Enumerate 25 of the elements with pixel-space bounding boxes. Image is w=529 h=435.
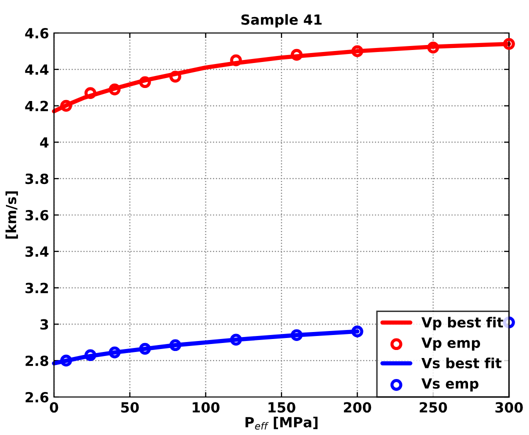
x-axis-title: P$_{eff}$ [MPa]	[246, 416, 318, 430]
y-axis-title: [km/s]	[6, 191, 18, 239]
y-tick-label: 2.8	[26, 356, 48, 366]
chart-title: Sample 41	[241, 14, 322, 28]
x-tick-label: 300	[495, 402, 523, 413]
x-tick-label: 150	[268, 402, 296, 413]
y-tick-label: 3	[40, 319, 48, 330]
y-tick-label: 3.4	[25, 246, 48, 257]
x-tick-label: 50	[121, 402, 139, 413]
y-tick-label: 4	[40, 137, 48, 148]
y-tick-label: 4.2	[25, 100, 48, 112]
legend-label: Vs best fit	[421, 358, 502, 368]
legend-label: Vp best fit	[421, 316, 504, 330]
x-tick-label: 250	[420, 402, 447, 413]
x-tick-label: 100	[192, 402, 220, 413]
y-tick-label: 4.6	[25, 28, 48, 38]
y-tick-label: 3.8	[25, 174, 48, 184]
y-tick-label: 4.4	[25, 64, 48, 75]
y-tick-label: 3.2	[25, 282, 48, 294]
x-tick-label: 0	[50, 402, 58, 413]
legend-label: Vs emp	[421, 378, 478, 392]
x-tick-label: 200	[344, 402, 372, 413]
y-tick-label: 3.6	[25, 210, 48, 220]
y-tick-label: 2.6	[26, 392, 48, 402]
legend-label: Vp emp	[421, 338, 480, 351]
